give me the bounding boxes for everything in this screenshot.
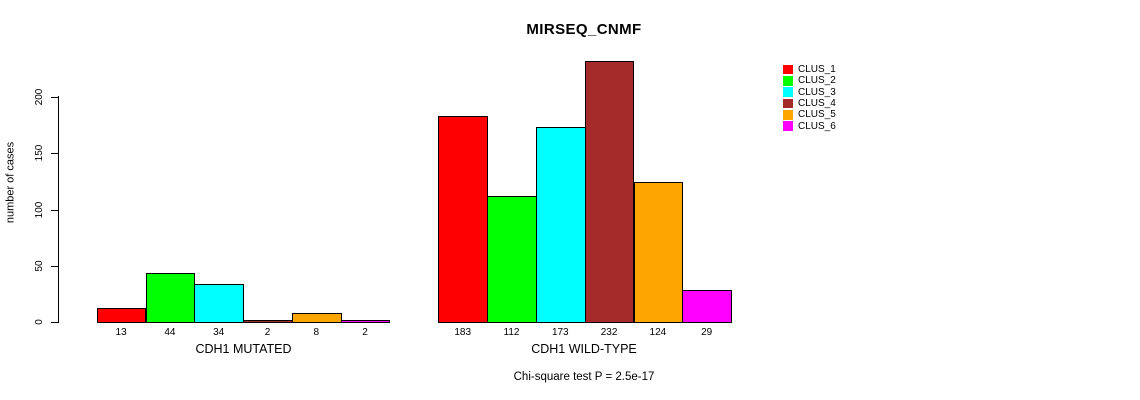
bar-value-label: 2 — [362, 327, 368, 338]
bar-value-label: 34 — [213, 327, 225, 338]
bar-value-label: 29 — [701, 327, 713, 338]
bar-value-label: 8 — [313, 327, 320, 338]
legend-item-clus_1: CLUS_1 — [783, 64, 836, 75]
bar-value-label: 173 — [551, 327, 569, 338]
legend-swatch-icon — [783, 64, 793, 75]
legend-label: CLUS_5 — [798, 109, 836, 121]
legend-label: CLUS_3 — [798, 86, 836, 98]
bar-value-label: 183 — [454, 327, 472, 338]
legend-swatch-icon — [783, 87, 793, 97]
chi-square-note: Chi-square test P = 2.5e-17 — [513, 371, 655, 383]
legend: CLUS_1 CLUS_2 CLUS_3 CLUS_4 CLUS_5 CLUS_6 — [783, 64, 836, 132]
y-tick-mark — [51, 96, 58, 98]
y-tick-label: 100 — [34, 201, 45, 218]
legend-item-clus_4: CLUS_4 — [783, 98, 836, 109]
chart-title: MIRSEQ_CNMF — [526, 21, 642, 38]
bar-value-label: 2 — [264, 327, 271, 338]
bar-clus_6-mutated — [340, 320, 391, 324]
y-tick-label: 0 — [34, 319, 45, 326]
bar-clus_3-mutated — [194, 283, 245, 324]
y-tick-mark — [51, 265, 58, 267]
y-tick-label: 200 — [34, 88, 45, 106]
legend-label: CLUS_2 — [798, 75, 836, 87]
legend-label: CLUS_1 — [798, 64, 836, 76]
legend-swatch-icon — [783, 121, 793, 131]
bar-value-label: 13 — [115, 327, 127, 338]
bar-value-label: 232 — [600, 327, 618, 338]
legend-swatch-icon — [783, 98, 793, 109]
bar-clus_6-wildtype — [682, 289, 733, 324]
bar-clus_1-wildtype — [438, 115, 489, 324]
bar-clus_5-mutated — [291, 313, 342, 324]
legend-label: CLUS_6 — [798, 120, 836, 132]
y-axis-title: number of cases — [4, 141, 17, 224]
legend-label: CLUS_4 — [798, 98, 836, 110]
bar-value-label: 44 — [164, 327, 176, 338]
y-axis-line — [58, 96, 59, 323]
bar-clus_4-mutated — [243, 320, 293, 324]
legend-item-clus_5: CLUS_5 — [783, 109, 836, 120]
legend-item-clus_2: CLUS_2 — [783, 75, 836, 86]
bar-clus_4-wildtype — [584, 60, 635, 324]
bar-clus_3-wildtype — [535, 127, 586, 324]
y-tick-mark — [51, 322, 58, 324]
bar-clus_5-wildtype — [633, 182, 684, 324]
legend-item-clus_3: CLUS_3 — [783, 87, 836, 98]
bar-value-label: 112 — [503, 327, 520, 338]
legend-swatch-icon — [783, 110, 793, 120]
legend-swatch-icon — [783, 76, 793, 86]
group-label-wildtype: CDH1 WILD-TYPE — [531, 342, 637, 356]
bar-clus_2-mutated — [145, 272, 196, 324]
bar-clus_2-wildtype — [487, 195, 537, 324]
group-label-mutated: CDH1 MUTATED — [195, 342, 292, 356]
bar-value-label: 124 — [649, 327, 667, 338]
bar-clus_1-mutated — [96, 307, 147, 324]
y-tick-mark — [51, 209, 58, 211]
y-tick-mark — [51, 153, 58, 155]
y-tick-label: 150 — [34, 144, 45, 162]
y-tick-label: 50 — [34, 260, 45, 272]
legend-item-clus_6: CLUS_6 — [783, 120, 836, 132]
